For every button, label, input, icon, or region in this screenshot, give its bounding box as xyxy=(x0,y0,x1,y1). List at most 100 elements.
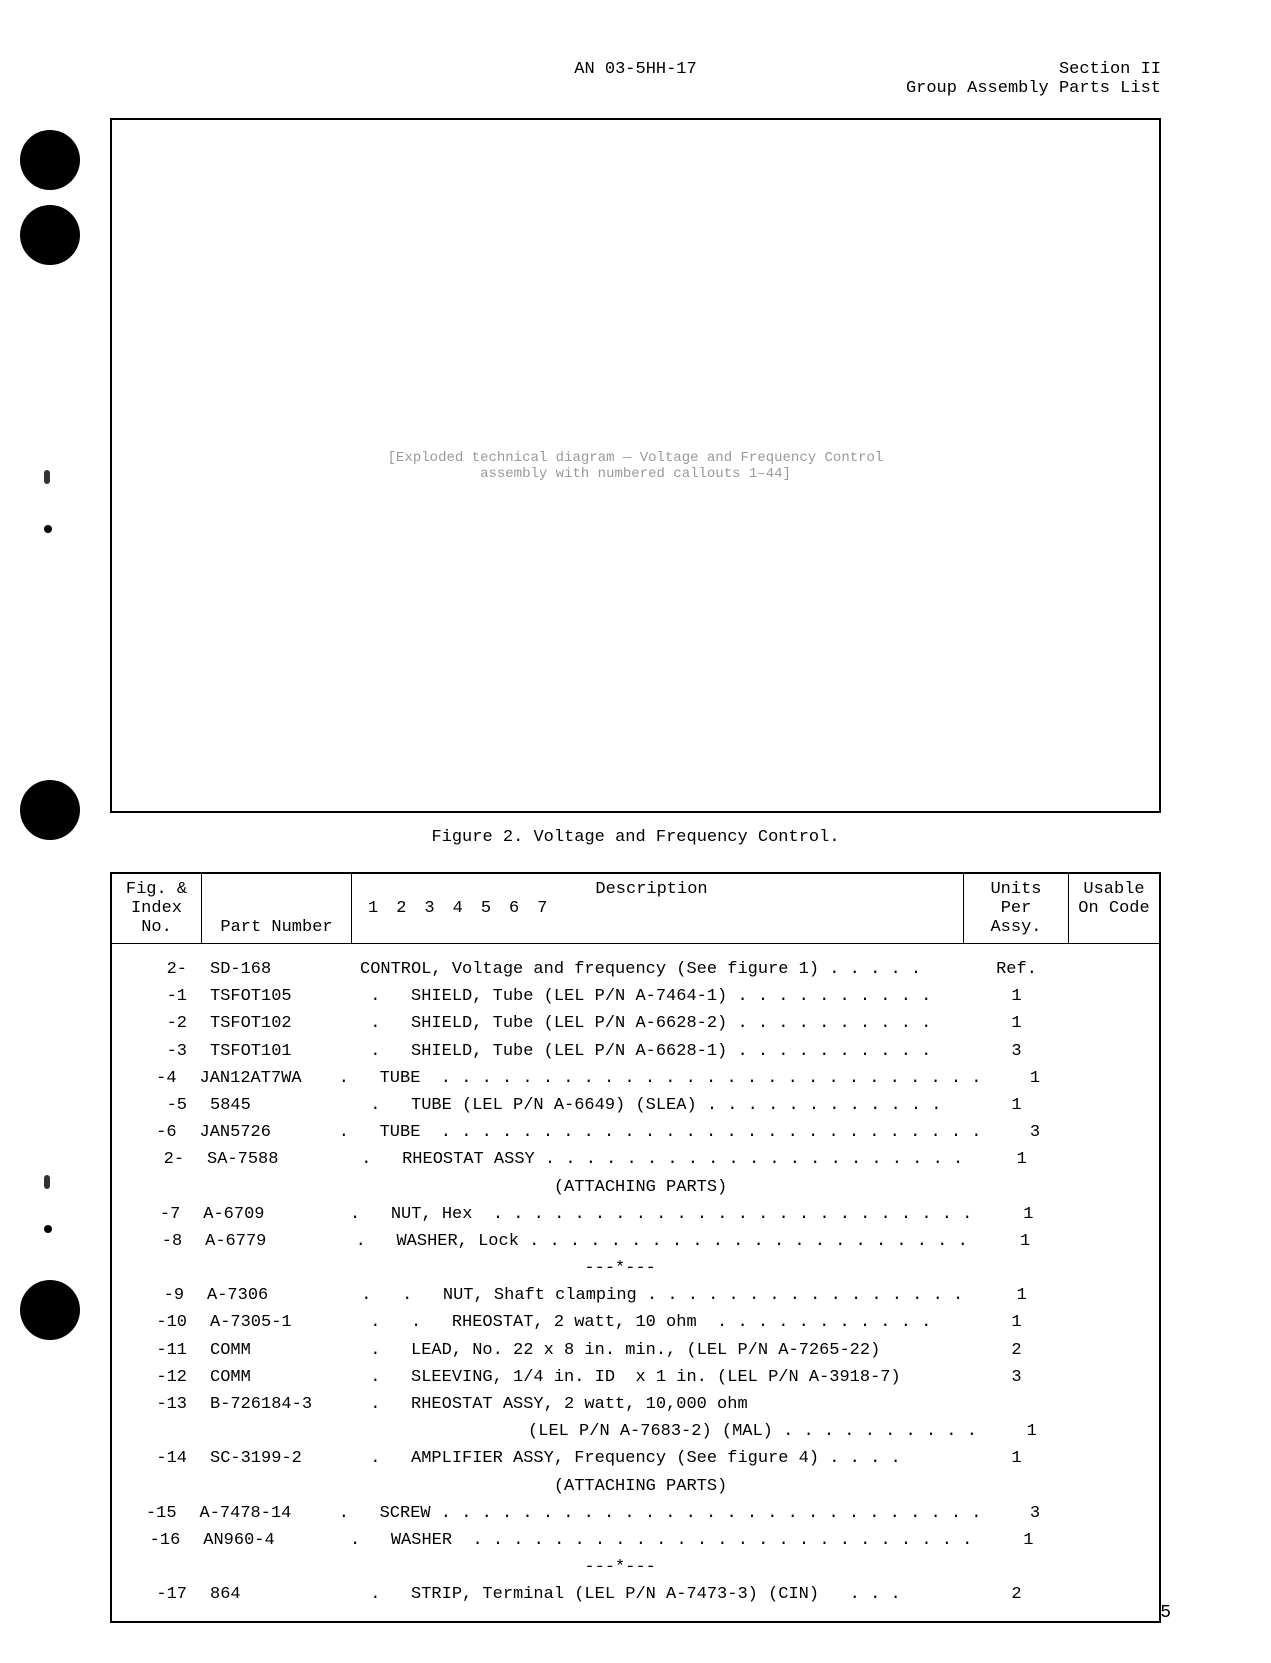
cell-fig-index: -15 xyxy=(112,1500,192,1527)
table-row: 2-SD-168CONTROL, Voltage and frequency (… xyxy=(112,956,1159,983)
punch-hole xyxy=(20,205,80,265)
cell-fig-index xyxy=(112,1473,202,1500)
indent-num: 2 xyxy=(396,899,406,918)
cell-fig-index: -7 xyxy=(112,1201,195,1228)
table-row: -14SC-3199-2 . AMPLIFIER ASSY, Frequency… xyxy=(112,1445,1159,1472)
col-header-usable: Usable On Code xyxy=(1069,874,1159,943)
page-number: 5 xyxy=(1160,1603,1171,1623)
table-row: -13B-726184-3 . RHEOSTAT ASSY, 2 watt, 1… xyxy=(112,1391,1159,1418)
cell-units: 1 xyxy=(964,1445,1069,1472)
cell-part-number: TSFOT105 xyxy=(202,983,352,1010)
indent-num: 1 xyxy=(368,899,378,918)
cell-part-number: TSFOT102 xyxy=(202,1010,352,1037)
table-row: -8A-6779 . WASHER, Lock . . . . . . . . … xyxy=(112,1228,1159,1255)
cell-fig-index xyxy=(112,1554,202,1581)
cell-description: . RHEOSTAT ASSY, 2 watt, 10,000 ohm xyxy=(352,1391,964,1418)
cell-units: 1 xyxy=(964,1092,1069,1119)
cell-fig-index: -5 xyxy=(112,1092,202,1119)
table-row: (ATTACHING PARTS) xyxy=(112,1473,1159,1500)
table-row: -17864 . STRIP, Terminal (LEL P/N A-7473… xyxy=(112,1581,1159,1608)
col-header-units-line2: Per Assy. xyxy=(972,899,1060,937)
cell-fig-index: -3 xyxy=(112,1038,202,1065)
cell-usable xyxy=(1081,1500,1159,1527)
cell-units: 3 xyxy=(964,1038,1069,1065)
cell-units xyxy=(964,1473,1069,1500)
col-header-fig-line1: Fig. & xyxy=(120,880,193,899)
cell-usable xyxy=(1069,1038,1159,1065)
cell-part-number xyxy=(202,1554,352,1581)
cell-usable xyxy=(1072,1146,1159,1173)
cell-description: CONTROL, Voltage and frequency (See figu… xyxy=(352,956,964,983)
cell-fig-index: 2- xyxy=(112,1146,199,1173)
cell-fig-index: -12 xyxy=(112,1364,202,1391)
cell-description: . WASHER, Lock . . . . . . . . . . . . .… xyxy=(337,1228,975,1255)
table-row: -4JAN12AT7WA . TUBE . . . . . . . . . . … xyxy=(112,1065,1159,1092)
cell-usable xyxy=(1081,1119,1159,1146)
table-row: 2-SA-7588 . RHEOSTAT ASSY . . . . . . . … xyxy=(112,1146,1159,1173)
cell-units: 3 xyxy=(989,1500,1080,1527)
cell-part-number: A-6709 xyxy=(195,1201,332,1228)
cell-description: . WASHER . . . . . . . . . . . . . . . .… xyxy=(332,1527,981,1554)
cell-description: . TUBE . . . . . . . . . . . . . . . . .… xyxy=(321,1065,990,1092)
cell-description: . NUT, Hex . . . . . . . . . . . . . . .… xyxy=(332,1201,981,1228)
cell-part-number: 5845 xyxy=(202,1092,352,1119)
col-header-usable-line1: Usable xyxy=(1077,880,1151,899)
cell-description: . TUBE . . . . . . . . . . . . . . . . .… xyxy=(321,1119,990,1146)
cell-units: 1 xyxy=(971,1146,1072,1173)
indent-num: 5 xyxy=(481,899,491,918)
page-header: AN 03-5HH-17 Section II Group Assembly P… xyxy=(100,60,1171,98)
col-header-desc: Description 1 2 3 4 5 6 7 xyxy=(352,874,964,943)
document-id: AN 03-5HH-17 xyxy=(460,60,810,98)
cell-fig-index xyxy=(112,1255,202,1282)
punch-hole xyxy=(20,1280,80,1340)
cell-fig-index: -14 xyxy=(112,1445,202,1472)
cell-units: 1 xyxy=(980,1527,1076,1554)
cell-usable xyxy=(1074,1228,1159,1255)
cell-usable xyxy=(1069,983,1159,1010)
cell-units: 3 xyxy=(989,1119,1080,1146)
parts-table: Fig. & Index No. Part Number Description… xyxy=(110,872,1161,1623)
table-header-row: Fig. & Index No. Part Number Description… xyxy=(112,874,1159,944)
col-header-part-label: Part Number xyxy=(220,918,332,937)
cell-units xyxy=(964,1391,1069,1418)
cell-usable xyxy=(1069,1092,1159,1119)
cell-part-number: 864 xyxy=(202,1581,352,1608)
table-row: ---*--- xyxy=(112,1554,1159,1581)
cell-fig-index xyxy=(112,1418,193,1445)
indent-num: 6 xyxy=(509,899,519,918)
cell-part-number: B-726184-3 xyxy=(202,1391,352,1418)
cell-units: 2 xyxy=(964,1581,1069,1608)
col-header-desc-label: Description xyxy=(595,880,719,899)
col-header-usable-line2: On Code xyxy=(1077,899,1151,918)
col-header-units-line1: Units xyxy=(972,880,1060,899)
table-row: (ATTACHING PARTS) xyxy=(112,1174,1159,1201)
cell-fig-index: 2- xyxy=(112,956,202,983)
cell-description: . TUBE (LEL P/N A-6649) (SLEA) . . . . .… xyxy=(352,1092,964,1119)
col-header-part: Part Number xyxy=(202,874,352,943)
table-row: -3TSFOT101 . SHIELD, Tube (LEL P/N A-662… xyxy=(112,1038,1159,1065)
cell-fig-index: -13 xyxy=(112,1391,202,1418)
section-label: Section II xyxy=(811,60,1161,79)
cell-part-number: A-7305-1 xyxy=(202,1309,352,1336)
cell-description: . LEAD, No. 22 x 8 in. min., (LEL P/N A-… xyxy=(352,1337,964,1364)
cell-units: 1 xyxy=(976,1228,1075,1255)
cell-part-number: COMM xyxy=(202,1337,352,1364)
scan-artifact xyxy=(44,470,50,484)
cell-units xyxy=(964,1174,1069,1201)
cell-description: . STRIP, Terminal (LEL P/N A-7473-3) (CI… xyxy=(352,1581,964,1608)
cell-usable xyxy=(1069,1010,1159,1037)
cell-description: . RHEOSTAT ASSY . . . . . . . . . . . . … xyxy=(343,1146,971,1173)
table-row: (LEL P/N A-7683-2) (MAL) . . . . . . . .… xyxy=(112,1418,1159,1445)
table-row: -16AN960-4 . WASHER . . . . . . . . . . … xyxy=(112,1527,1159,1554)
indent-num: 4 xyxy=(453,899,463,918)
figure-diagram-box: [Exploded technical diagram — Voltage an… xyxy=(110,118,1161,813)
table-row: -7A-6709 . NUT, Hex . . . . . . . . . . … xyxy=(112,1201,1159,1228)
cell-usable xyxy=(1076,1201,1159,1228)
cell-usable xyxy=(1069,1445,1159,1472)
cell-fig-index: -6 xyxy=(112,1119,192,1146)
cell-description: (ATTACHING PARTS) xyxy=(352,1473,964,1500)
table-row: -11COMM . LEAD, No. 22 x 8 in. min., (LE… xyxy=(112,1337,1159,1364)
cell-part-number: COMM xyxy=(202,1364,352,1391)
cell-fig-index: -16 xyxy=(112,1527,195,1554)
cell-usable xyxy=(1069,1391,1159,1418)
